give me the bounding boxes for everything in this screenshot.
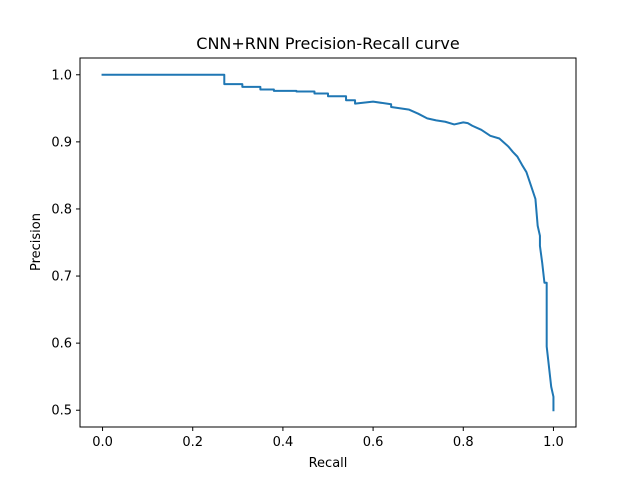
- x-axis-label: Recall: [309, 456, 348, 471]
- x-tick-label-4: 0.8: [453, 435, 474, 450]
- x-tick-label-2: 0.4: [273, 435, 294, 450]
- plot-area: 0.0 0.2 0.4 0.6 0.8 1.0 0.5 0.6 0.7 0.8 0.9 1.0: [51, 57, 577, 450]
- y-tick-label-0: 0.5: [51, 404, 72, 419]
- y-axis-label: Precision: [29, 213, 44, 271]
- y-tick-label-1: 0.6: [51, 337, 72, 352]
- axes-frame: [79, 57, 577, 428]
- chart-title: CNN+RNN Precision-Recall curve: [196, 34, 459, 53]
- y-tick-label-4: 0.9: [51, 135, 72, 150]
- x-tick-label-1: 0.2: [182, 435, 203, 450]
- pr-curve-line-0: [101, 73, 555, 412]
- y-tick-label-3: 0.8: [51, 202, 72, 217]
- x-tick-label-0: 0.0: [92, 435, 113, 450]
- x-tick-label-3: 0.6: [363, 435, 384, 450]
- y-tick-label-2: 0.7: [51, 270, 72, 285]
- y-tick-label-5: 1.0: [51, 68, 72, 83]
- x-tick-label-5: 1.0: [543, 435, 564, 450]
